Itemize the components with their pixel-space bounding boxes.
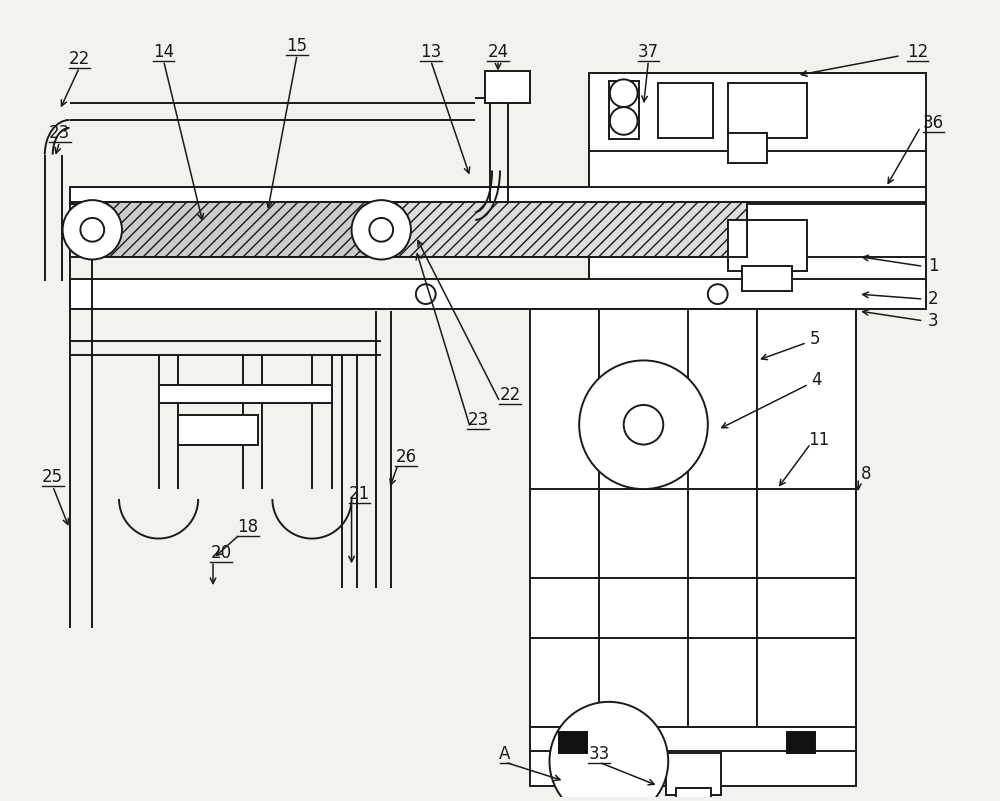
Bar	[79, 202, 376, 256]
Circle shape	[610, 79, 638, 107]
Bar	[178, 415, 258, 445]
Circle shape	[624, 405, 663, 445]
Text: 36: 36	[923, 114, 944, 132]
Bar	[728, 133, 767, 163]
Bar	[676, 788, 711, 801]
Bar	[530, 727, 856, 756]
Bar	[376, 202, 747, 256]
Text: 15: 15	[287, 37, 308, 54]
Bar	[70, 187, 926, 204]
Circle shape	[549, 702, 668, 801]
Circle shape	[352, 200, 411, 260]
Text: 22: 22	[69, 50, 90, 67]
Bar	[79, 202, 376, 256]
Bar	[485, 71, 530, 103]
Circle shape	[369, 218, 393, 242]
Circle shape	[579, 360, 708, 489]
Bar	[530, 309, 856, 727]
Circle shape	[80, 218, 104, 242]
Bar	[609, 82, 639, 139]
Text: 20: 20	[210, 545, 231, 562]
Bar	[589, 74, 926, 286]
Text: 1: 1	[928, 257, 939, 276]
Bar	[658, 83, 713, 138]
Text: 12: 12	[907, 42, 928, 61]
Text: 33: 33	[588, 745, 610, 763]
Text: 23: 23	[49, 124, 70, 142]
Bar	[728, 220, 807, 272]
Text: 14: 14	[153, 42, 174, 61]
Text: 21: 21	[349, 485, 370, 503]
Bar	[376, 202, 747, 256]
Circle shape	[610, 107, 638, 135]
Text: 11: 11	[808, 431, 829, 449]
Bar	[787, 731, 815, 753]
Text: 8: 8	[861, 465, 871, 483]
Text: 37: 37	[638, 42, 659, 61]
Text: 24: 24	[487, 42, 509, 61]
Circle shape	[63, 200, 122, 260]
Text: 2: 2	[928, 290, 939, 308]
Text: A: A	[499, 745, 511, 763]
Text: 4: 4	[811, 371, 822, 389]
Text: 5: 5	[809, 330, 820, 348]
Circle shape	[708, 284, 728, 304]
Bar	[530, 751, 856, 786]
Text: 13: 13	[420, 42, 441, 61]
Text: 23: 23	[468, 411, 489, 429]
Text: 22: 22	[499, 386, 521, 404]
Bar	[728, 83, 807, 138]
Text: 3: 3	[928, 312, 939, 330]
Text: 18: 18	[237, 517, 258, 536]
Circle shape	[416, 284, 436, 304]
Bar	[159, 385, 332, 403]
Bar	[559, 731, 587, 753]
Bar	[742, 267, 792, 291]
Text: 26: 26	[395, 449, 417, 466]
Bar	[70, 280, 926, 309]
Bar	[666, 753, 721, 795]
Text: 25: 25	[42, 469, 63, 486]
